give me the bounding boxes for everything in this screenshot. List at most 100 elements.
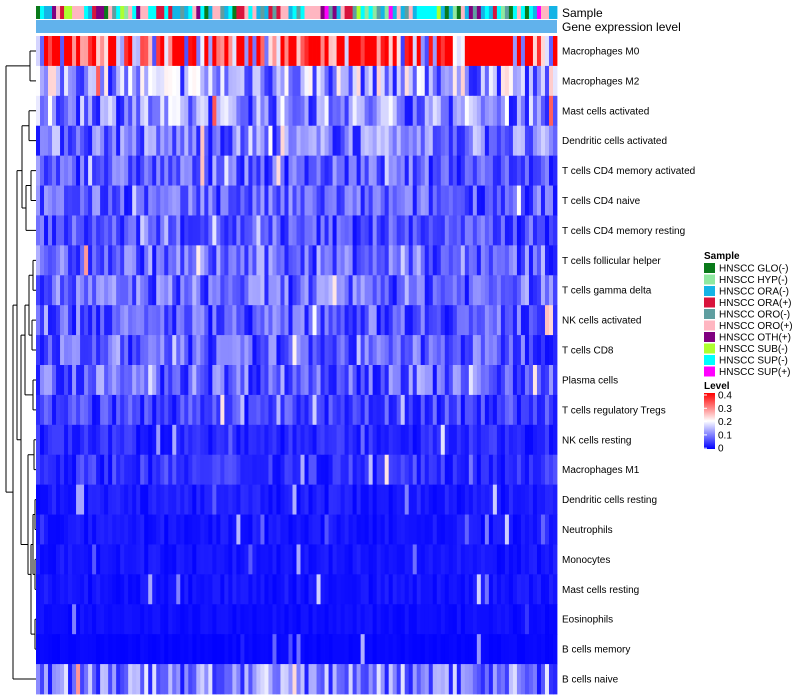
heatmap-cell bbox=[444, 185, 450, 216]
heatmap-cell bbox=[100, 125, 105, 157]
heatmap-cell bbox=[440, 604, 446, 635]
heatmap-cell bbox=[424, 634, 430, 665]
heatmap-cell bbox=[240, 664, 245, 695]
heatmap-cell bbox=[360, 95, 366, 127]
heatmap-cell bbox=[48, 305, 53, 336]
heatmap-cell bbox=[36, 544, 41, 575]
heatmap-cell bbox=[36, 36, 41, 67]
heatmap-cell bbox=[136, 454, 141, 486]
heatmap-cell bbox=[300, 394, 305, 426]
heatmap-cell bbox=[380, 484, 386, 515]
heatmap-cell bbox=[460, 484, 466, 515]
heatmap-cell bbox=[312, 604, 317, 635]
heatmap-cell bbox=[176, 634, 181, 665]
heatmap-cell bbox=[552, 185, 558, 216]
heatmap-cell bbox=[432, 335, 438, 366]
heatmap-cell bbox=[260, 394, 265, 426]
heatmap-cell bbox=[472, 634, 478, 665]
heatmap-cell bbox=[64, 394, 69, 426]
heatmap-cell bbox=[268, 484, 273, 515]
heatmap-cell bbox=[304, 185, 309, 216]
heatmap-cell bbox=[40, 275, 45, 306]
heatmap-row bbox=[36, 424, 558, 456]
row-label: NK cells activated bbox=[562, 316, 641, 327]
heatmap-cell bbox=[348, 574, 354, 605]
heatmap-cell bbox=[440, 394, 446, 426]
heatmap-cell bbox=[400, 634, 406, 665]
heatmap-cell bbox=[460, 335, 466, 366]
heatmap-cell bbox=[368, 634, 374, 665]
heatmap-cell bbox=[512, 36, 518, 67]
heatmap-cell bbox=[260, 634, 265, 665]
heatmap-cell bbox=[324, 514, 329, 545]
heatmap-cell bbox=[232, 454, 237, 486]
heatmap-cell bbox=[380, 634, 386, 665]
annotation-label-sample: Sample bbox=[562, 6, 603, 20]
row-label: T cells CD4 memory resting bbox=[562, 226, 685, 237]
heatmap-cell bbox=[364, 484, 370, 515]
heatmap-cell bbox=[472, 424, 478, 456]
heatmap-cell bbox=[452, 245, 458, 276]
heatmap-cell bbox=[44, 514, 49, 545]
heatmap-cell bbox=[40, 394, 45, 426]
heatmap-cell bbox=[52, 155, 57, 186]
heatmap-cell bbox=[288, 65, 293, 97]
heatmap-cell bbox=[532, 185, 538, 216]
heatmap-cell bbox=[360, 484, 366, 515]
heatmap-cell bbox=[180, 215, 185, 246]
heatmap-cell bbox=[508, 36, 514, 67]
heatmap-cell bbox=[456, 275, 462, 306]
heatmap-cell bbox=[180, 275, 185, 306]
heatmap-cell bbox=[460, 36, 466, 67]
heatmap-cell bbox=[532, 155, 538, 186]
heatmap-cell bbox=[236, 245, 241, 276]
heatmap-cell bbox=[180, 424, 185, 456]
heatmap-cell bbox=[384, 65, 390, 97]
heatmap-cell bbox=[392, 365, 398, 396]
dendrogram-branch bbox=[32, 379, 36, 411]
heatmap-cell bbox=[348, 514, 354, 545]
heatmap-cell bbox=[184, 305, 189, 336]
level-color-bar bbox=[704, 393, 715, 449]
heatmap-cell bbox=[184, 604, 189, 635]
heatmap-cell bbox=[260, 65, 265, 97]
heatmap-cell bbox=[168, 604, 173, 635]
sample-annotation-cell bbox=[516, 6, 522, 19]
heatmap-cell bbox=[432, 155, 438, 186]
heatmap-cell bbox=[532, 335, 538, 366]
heatmap-cell bbox=[228, 36, 233, 67]
heatmap-cell bbox=[300, 574, 305, 605]
heatmap-cell bbox=[548, 604, 554, 635]
heatmap-cell bbox=[164, 544, 169, 575]
heatmap-cell bbox=[200, 424, 205, 456]
heatmap-cell bbox=[132, 544, 137, 575]
heatmap-cell bbox=[348, 454, 354, 486]
heatmap-cell bbox=[528, 245, 534, 276]
heatmap-cell bbox=[372, 424, 378, 456]
heatmap-cell bbox=[340, 424, 345, 456]
heatmap-cell bbox=[312, 365, 317, 396]
heatmap-cell bbox=[548, 215, 554, 246]
heatmap-cell bbox=[492, 544, 498, 575]
heatmap-cell bbox=[420, 574, 426, 605]
heatmap-cell bbox=[256, 664, 261, 695]
heatmap-cell bbox=[124, 245, 129, 276]
heatmap-cell bbox=[496, 185, 502, 216]
heatmap-cell bbox=[412, 544, 418, 575]
heatmap-cell bbox=[404, 36, 410, 67]
heatmap-cell bbox=[536, 36, 542, 67]
heatmap-cell bbox=[364, 664, 370, 695]
heatmap-cell bbox=[128, 365, 133, 396]
heatmap-cell bbox=[344, 275, 349, 306]
heatmap-cell bbox=[424, 305, 430, 336]
heatmap-cell bbox=[424, 514, 430, 545]
heatmap-cell bbox=[100, 574, 105, 605]
heatmap-cell bbox=[296, 574, 301, 605]
heatmap-cell bbox=[540, 125, 546, 157]
heatmap-cell bbox=[552, 215, 558, 246]
heatmap-cell bbox=[128, 604, 133, 635]
heatmap-cell bbox=[116, 664, 121, 695]
heatmap-cell bbox=[180, 664, 185, 695]
heatmap-cell bbox=[192, 394, 197, 426]
sample-annotation-cell bbox=[236, 6, 241, 19]
